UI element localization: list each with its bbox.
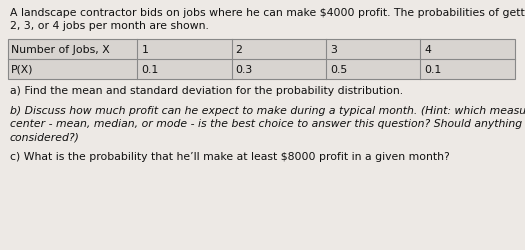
Text: considered?): considered?) (10, 132, 80, 142)
Text: A landscape contractor bids on jobs where he can make $4000 profit. The probabil: A landscape contractor bids on jobs wher… (10, 8, 525, 18)
Text: b) Discuss how much profit can he expect to make during a typical month. (Hint: : b) Discuss how much profit can he expect… (10, 105, 525, 115)
Text: 0.5: 0.5 (330, 65, 347, 75)
Bar (8, 40, 515, 80)
Text: P(X): P(X) (11, 65, 34, 75)
Text: 2: 2 (236, 45, 243, 55)
Text: c) What is the probability that he’ll make at least $8000 profit in a given mont: c) What is the probability that he’ll ma… (10, 152, 450, 161)
Text: 0.1: 0.1 (424, 65, 442, 75)
Text: 4: 4 (424, 45, 431, 55)
Text: a) Find the mean and standard deviation for the probability distribution.: a) Find the mean and standard deviation … (10, 86, 403, 96)
Text: 0.1: 0.1 (141, 65, 159, 75)
Text: 3: 3 (330, 45, 337, 55)
Text: 2, 3, or 4 jobs per month are shown.: 2, 3, or 4 jobs per month are shown. (10, 21, 209, 31)
Text: 1: 1 (141, 45, 148, 55)
Text: Number of Jobs, X: Number of Jobs, X (11, 45, 110, 55)
Text: 0.3: 0.3 (236, 65, 253, 75)
Text: center - mean, median, or mode - is the best choice to answer this question? Sho: center - mean, median, or mode - is the … (10, 118, 525, 128)
